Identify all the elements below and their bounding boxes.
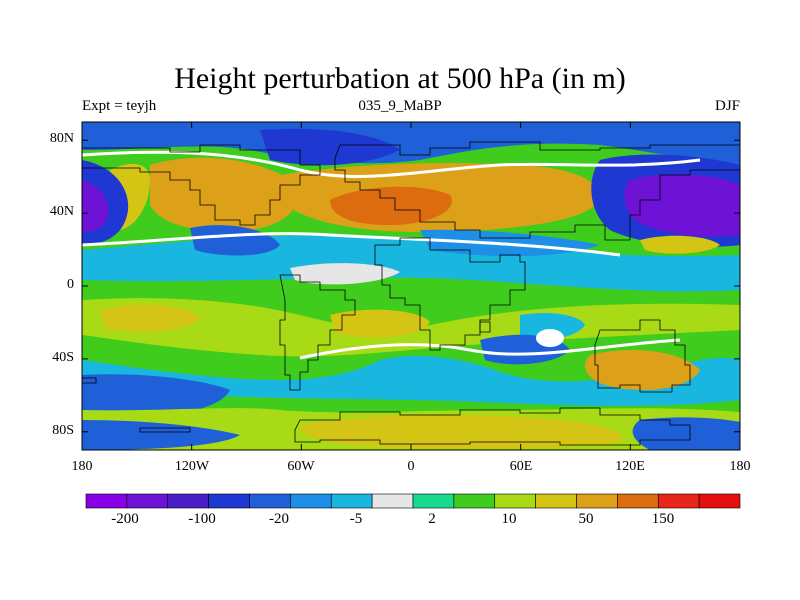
lat-label-40s: 40S xyxy=(52,350,74,365)
lon-label-60e: 60E xyxy=(509,459,533,474)
lon-label-0: 0 xyxy=(407,459,415,474)
lon-label-60w: 60W xyxy=(287,459,315,474)
colorbar-label-2: 2 xyxy=(428,511,436,527)
colorbar-box xyxy=(330,493,373,509)
colorbar-box xyxy=(85,493,128,509)
outline-island-w xyxy=(82,377,97,384)
colorbar-label-m200: -200 xyxy=(111,511,139,527)
lon-label-180e: 180 xyxy=(729,459,751,474)
colorbar-label-150: 150 xyxy=(651,511,675,527)
axis-ticks xyxy=(81,122,741,450)
lat-label-eq: 0 xyxy=(67,277,74,292)
colorbar-box xyxy=(126,493,169,509)
outline-island-madagascar xyxy=(479,321,491,333)
season-label: DJF xyxy=(714,98,740,114)
colorbar-box xyxy=(249,493,291,509)
contour-fill-layer xyxy=(82,122,740,450)
colorbar-label-10: 10 xyxy=(501,511,517,527)
colorbar xyxy=(85,493,741,509)
contour-south-midlat xyxy=(82,355,740,406)
contour-high-australia xyxy=(585,350,700,390)
colorbar-box xyxy=(617,493,659,509)
colorbar-label-m100: -100 xyxy=(188,511,216,527)
outline-north-america xyxy=(82,144,321,226)
outline-australia xyxy=(594,319,691,393)
lon-label-120w: 120W xyxy=(174,459,210,474)
contour-equator-neutral xyxy=(290,263,400,285)
lat-label-80n: 80N xyxy=(49,131,74,146)
contour-ridge-na xyxy=(150,157,298,232)
colorbar-label-m5: -5 xyxy=(349,511,363,527)
period-label: 035_9_MaBP xyxy=(358,98,442,114)
contour-low-south-pacific xyxy=(82,374,230,418)
contour-low-antarctic-west xyxy=(82,420,240,450)
contour-north-low xyxy=(260,128,400,166)
contour-high-south-pacific xyxy=(100,304,200,332)
colorbar-box xyxy=(453,493,496,509)
contour-low-antarctic-east xyxy=(632,417,740,450)
contour-zero-north xyxy=(82,150,701,178)
colorbar-box xyxy=(371,493,414,509)
contour-subtropic-south xyxy=(82,298,740,357)
lon-label-120e: 120E xyxy=(615,459,645,474)
outline-island-sw xyxy=(139,427,191,433)
contour-high-south-atlantic xyxy=(330,309,430,338)
colorbar-label-m20: -20 xyxy=(269,511,289,527)
colorbar-box xyxy=(657,493,700,509)
colorbar-box xyxy=(698,493,741,509)
experiment-label: Expt = teyjh xyxy=(82,98,157,114)
colorbar-box xyxy=(167,493,209,509)
contour-low-indian-a xyxy=(520,313,585,339)
outline-antarctica xyxy=(294,407,691,446)
colorbar-box xyxy=(290,493,332,509)
colorbar-label-50: 50 xyxy=(578,511,594,527)
contour-high-antarctic xyxy=(300,414,622,449)
contour-low-pacific-core xyxy=(82,180,109,232)
contour-low-siberia-core xyxy=(624,174,740,237)
outline-africa xyxy=(374,237,526,351)
contour-zero-tropic xyxy=(82,232,621,257)
plot-title: Height perturbation at 500 hPa (in m) xyxy=(174,62,626,95)
lat-label-80s: 80S xyxy=(52,423,74,438)
contour-ridge-core xyxy=(330,186,452,225)
outline-eurasia xyxy=(334,141,740,241)
colorbar-box xyxy=(576,493,618,509)
colorbar-box xyxy=(412,493,455,509)
lat-label-40n: 40N xyxy=(49,204,74,219)
colorbar-box xyxy=(535,493,577,509)
lon-label-180w: 180 xyxy=(71,459,93,474)
continent-outlines xyxy=(82,141,740,446)
contour-neutral-island xyxy=(536,329,564,347)
colorbar-box xyxy=(208,493,250,509)
colorbar-box xyxy=(494,493,536,509)
outline-south-america xyxy=(279,274,356,391)
contour-tropic-high-asia xyxy=(640,235,720,254)
contour-north-band xyxy=(82,122,740,165)
contour-zero-south xyxy=(299,338,681,360)
